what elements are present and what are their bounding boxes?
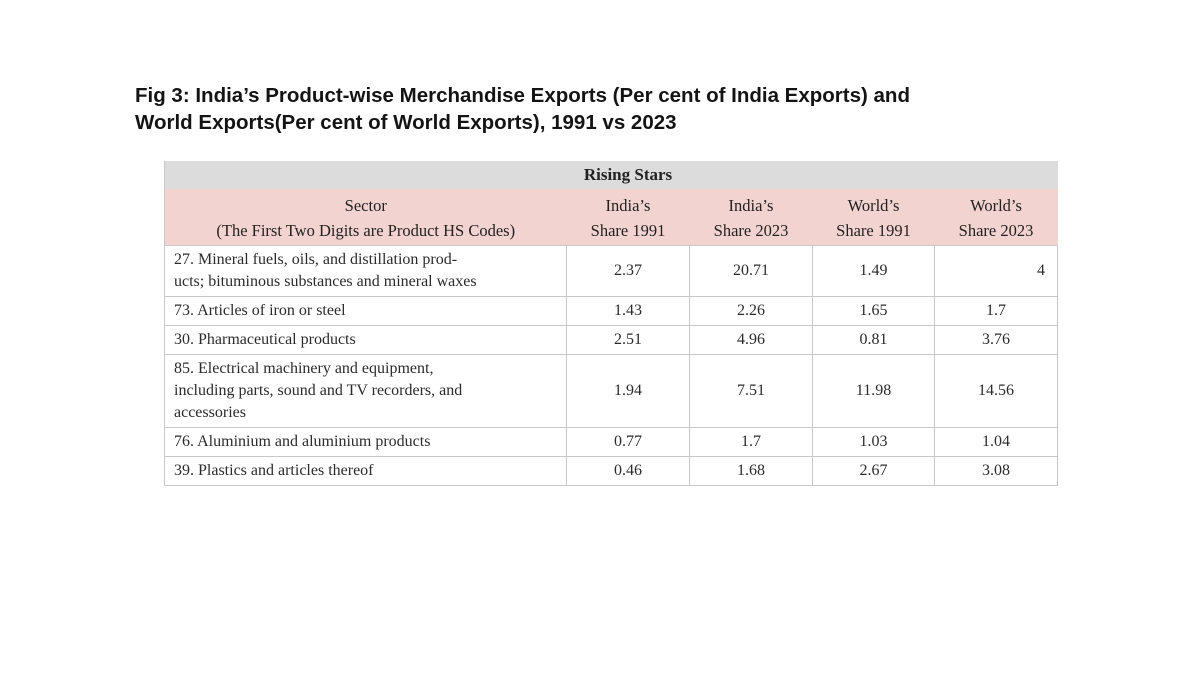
band-cell xyxy=(689,161,813,189)
sector-line: 27. Mineral fuels, oils, and distillatio… xyxy=(174,251,458,268)
table-row: 73. Articles of iron or steel 1.43 2.26 … xyxy=(164,296,1058,326)
value-cell: 2.51 xyxy=(566,325,690,355)
value-cell: 1.49 xyxy=(812,245,935,297)
value-cell: 1.68 xyxy=(689,456,813,486)
table-row: 27. Mineral fuels, oils, and distillatio… xyxy=(164,245,1058,297)
header-line: India’s xyxy=(728,196,774,215)
header-line: Share 2023 xyxy=(713,221,789,240)
header-line: India’s xyxy=(605,196,651,215)
value-cell: 3.76 xyxy=(934,325,1058,355)
column-header-row: Sector (The First Two Digits are Product … xyxy=(164,189,1058,246)
value-cell: 0.81 xyxy=(812,325,935,355)
table-row: 39. Plastics and articles thereof 0.46 1… xyxy=(164,456,1058,486)
sector-cell: 73. Articles of iron or steel xyxy=(164,296,567,326)
table-row: 30. Pharmaceutical products 2.51 4.96 0.… xyxy=(164,325,1058,355)
header-line: Share 1991 xyxy=(590,221,666,240)
value-cell: 14.56 xyxy=(934,354,1058,428)
value-cell: 0.46 xyxy=(566,456,690,486)
sector-cell: 39. Plastics and articles thereof xyxy=(164,456,567,486)
value-cell: 1.94 xyxy=(566,354,690,428)
header-line: Sector xyxy=(344,196,387,215)
sector-cell: 27. Mineral fuels, oils, and distillatio… xyxy=(164,245,567,297)
figure-title: Fig 3: India’s Product-wise Merchandise … xyxy=(135,82,1095,136)
sector-line: ucts; bituminous substances and mineral … xyxy=(174,273,477,290)
sector-line: 30. Pharmaceutical products xyxy=(174,331,356,348)
sector-line: accessories xyxy=(174,404,246,421)
figure-title-line-2: World Exports(Per cent of World Exports)… xyxy=(135,111,677,134)
sector-line: 85. Electrical machinery and equipment, xyxy=(174,360,434,377)
header-world-2023: World’s Share 2023 xyxy=(934,189,1058,246)
value-cell: 1.65 xyxy=(812,296,935,326)
header-sector: Sector (The First Two Digits are Product … xyxy=(164,189,567,246)
band-cell xyxy=(164,161,567,189)
sector-line: 76. Aluminium and aluminium products xyxy=(174,433,431,450)
exports-table: Rising Stars Sector (The First Two Digits… xyxy=(164,161,1058,486)
value-cell: 1.43 xyxy=(566,296,690,326)
group-label: Rising Stars xyxy=(583,165,673,184)
table-row: 76. Aluminium and aluminium products 0.7… xyxy=(164,427,1058,457)
value-cell: 1.04 xyxy=(934,427,1058,457)
table-body: 27. Mineral fuels, oils, and distillatio… xyxy=(164,245,1058,486)
header-line: Share 1991 xyxy=(836,221,911,240)
value-cell: 4 xyxy=(934,245,1058,297)
value-cell: 7.51 xyxy=(689,354,813,428)
header-india-2023: India’s Share 2023 xyxy=(689,189,813,246)
figure-title-line-1: Fig 3: India’s Product-wise Merchandise … xyxy=(135,84,910,107)
value-cell: 11.98 xyxy=(812,354,935,428)
value-cell: 2.37 xyxy=(566,245,690,297)
value-cell: 1.7 xyxy=(934,296,1058,326)
value-cell: 1.03 xyxy=(812,427,935,457)
value-cell: 20.71 xyxy=(689,245,813,297)
value-cell: 4.96 xyxy=(689,325,813,355)
sector-cell: 30. Pharmaceutical products xyxy=(164,325,567,355)
sector-line: 39. Plastics and articles thereof xyxy=(174,462,374,479)
sector-cell: 76. Aluminium and aluminium products xyxy=(164,427,567,457)
group-band-row: Rising Stars xyxy=(164,161,1058,189)
table-row: 85. Electrical machinery and equipment, i… xyxy=(164,354,1058,428)
band-cell xyxy=(812,161,935,189)
header-line: World’s xyxy=(847,196,900,215)
value-cell: 2.26 xyxy=(689,296,813,326)
sector-line: 73. Articles of iron or steel xyxy=(174,302,346,319)
value-cell: 1.7 xyxy=(689,427,813,457)
header-india-1991: India’s Share 1991 xyxy=(566,189,690,246)
value-cell: 3.08 xyxy=(934,456,1058,486)
sector-line: including parts, sound and TV recorders,… xyxy=(174,382,463,399)
header-line: World’s xyxy=(970,196,1022,215)
band-cell xyxy=(934,161,1058,189)
band-cell-group: Rising Stars xyxy=(566,161,690,189)
table-header: Rising Stars Sector (The First Two Digits… xyxy=(164,161,1058,246)
sector-cell: 85. Electrical machinery and equipment, i… xyxy=(164,354,567,428)
header-line: Share 2023 xyxy=(958,221,1034,240)
exports-table-container: Rising Stars Sector (The First Two Digits… xyxy=(164,161,1058,486)
header-line: (The First Two Digits are Product HS Cod… xyxy=(216,221,516,240)
value-cell: 2.67 xyxy=(812,456,935,486)
value-cell: 0.77 xyxy=(566,427,690,457)
header-world-1991: World’s Share 1991 xyxy=(812,189,935,246)
